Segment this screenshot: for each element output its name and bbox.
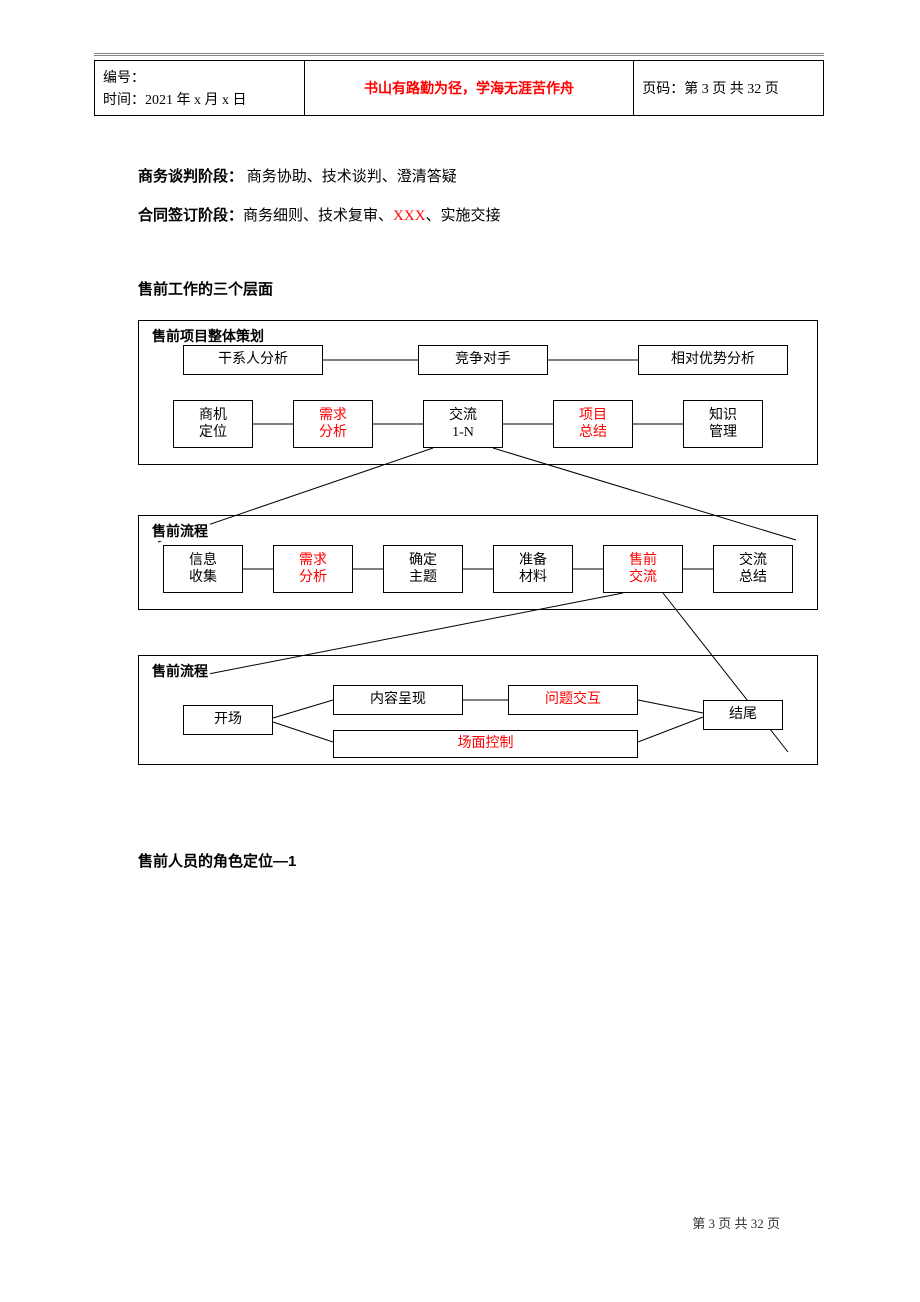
diagram-node: 结尾 [703,700,783,730]
diagram-group-label: 售前流程 [150,661,210,681]
diagram-node-text: 总结 [579,424,607,442]
diagram-node-text: 交流 [449,407,477,425]
header-page-label: 页码：第 3 页 共 32 页 [634,61,824,116]
diagram-node-text: 确定 [409,552,437,570]
presales-diagram: 售前项目整体策划售前流程售前流程干系人分析竞争对手相对优势分析商机定位需求分析交… [128,320,818,780]
diagram-node: 准备材料 [493,545,573,593]
diagram-node: 项目总结 [553,400,633,448]
diagram-node-text: 收集 [189,569,217,587]
para2-label: 合同签订阶段： [138,207,243,224]
serial-label: 编号： [103,67,296,87]
paragraph-negotiation: 商务谈判阶段： 商务协助、技术谈判、澄清答疑 [138,165,457,189]
diagram-node-text: 问题交互 [545,691,601,709]
diagram-node: 需求分析 [273,545,353,593]
diagram-node-text: 分析 [319,424,347,442]
diagram-node-text: 干系人分析 [218,351,288,369]
diagram-node-text: 内容呈现 [370,691,426,709]
section-title-layers: 售前工作的三个层面 [138,278,273,299]
diagram-node: 开场 [183,705,273,735]
diagram-node-text: 交流 [629,569,657,587]
para2-rest-b: 、实施交接 [426,208,501,224]
diagram-node-text: 商机 [199,407,227,425]
para1-rest: 商务协助、技术谈判、澄清答疑 [243,169,457,185]
section-title-role: 售前人员的角色定位—1 [138,850,296,871]
diagram-node-text: 相对优势分析 [671,351,755,369]
diagram-node: 相对优势分析 [638,345,788,375]
page-header-table: 编号： 时间：2021 年 x 月 x 日 书山有路勤为径，学海无涯苦作舟 页码… [94,60,824,116]
diagram-node-text: 结尾 [729,706,757,724]
time-label: 时间：2021 年 x 月 x 日 [103,89,296,109]
diagram-node-text: 信息 [189,552,217,570]
page-footer: 第 3 页 共 32 页 [692,1213,780,1232]
para2-rest-a: 商务细则、技术复审、 [243,208,393,224]
diagram-node: 信息收集 [163,545,243,593]
diagram-node: 确定主题 [383,545,463,593]
diagram-node: 需求分析 [293,400,373,448]
diagram-node: 场面控制 [333,730,638,758]
diagram-node: 售前交流 [603,545,683,593]
diagram-node-text: 材料 [519,569,547,587]
header-left-cell: 编号： 时间：2021 年 x 月 x 日 [95,61,305,116]
diagram-node-text: 售前 [629,552,657,570]
header-motto: 书山有路勤为径，学海无涯苦作舟 [304,61,634,116]
paragraph-contract: 合同签订阶段：商务细则、技术复审、XXX、实施交接 [138,204,501,228]
diagram-node: 问题交互 [508,685,638,715]
diagram-node-text: 准备 [519,552,547,570]
diagram-node-text: 交流 [739,552,767,570]
diagram-group-label: 售前流程 [150,521,210,541]
diagram-node-text: 总结 [739,569,767,587]
diagram-node: 交流总结 [713,545,793,593]
para1-label: 商务谈判阶段： [138,168,243,185]
diagram-node-text: 开场 [214,711,242,729]
header-rule-2 [94,55,824,56]
diagram-node: 竞争对手 [418,345,548,375]
diagram-node-text: 场面控制 [458,735,514,753]
diagram-node-text: 管理 [709,424,737,442]
diagram-node-text: 定位 [199,424,227,442]
diagram-node-text: 知识 [709,407,737,425]
diagram-node-text: 竞争对手 [455,351,511,369]
diagram-node-text: 1-N [452,424,474,442]
para2-rest-red: XXX [393,208,426,224]
diagram-node: 内容呈现 [333,685,463,715]
diagram-group-label: 售前项目整体策划 [150,326,266,346]
header-rule-1 [94,53,824,54]
diagram-node: 知识管理 [683,400,763,448]
diagram-node-text: 项目 [579,407,607,425]
diagram-node: 交流1-N [423,400,503,448]
diagram-node: 商机定位 [173,400,253,448]
diagram-node: 干系人分析 [183,345,323,375]
diagram-node-text: 需求 [319,407,347,425]
diagram-node-text: 主题 [409,569,437,587]
diagram-node-text: 分析 [299,569,327,587]
diagram-node-text: 需求 [299,552,327,570]
